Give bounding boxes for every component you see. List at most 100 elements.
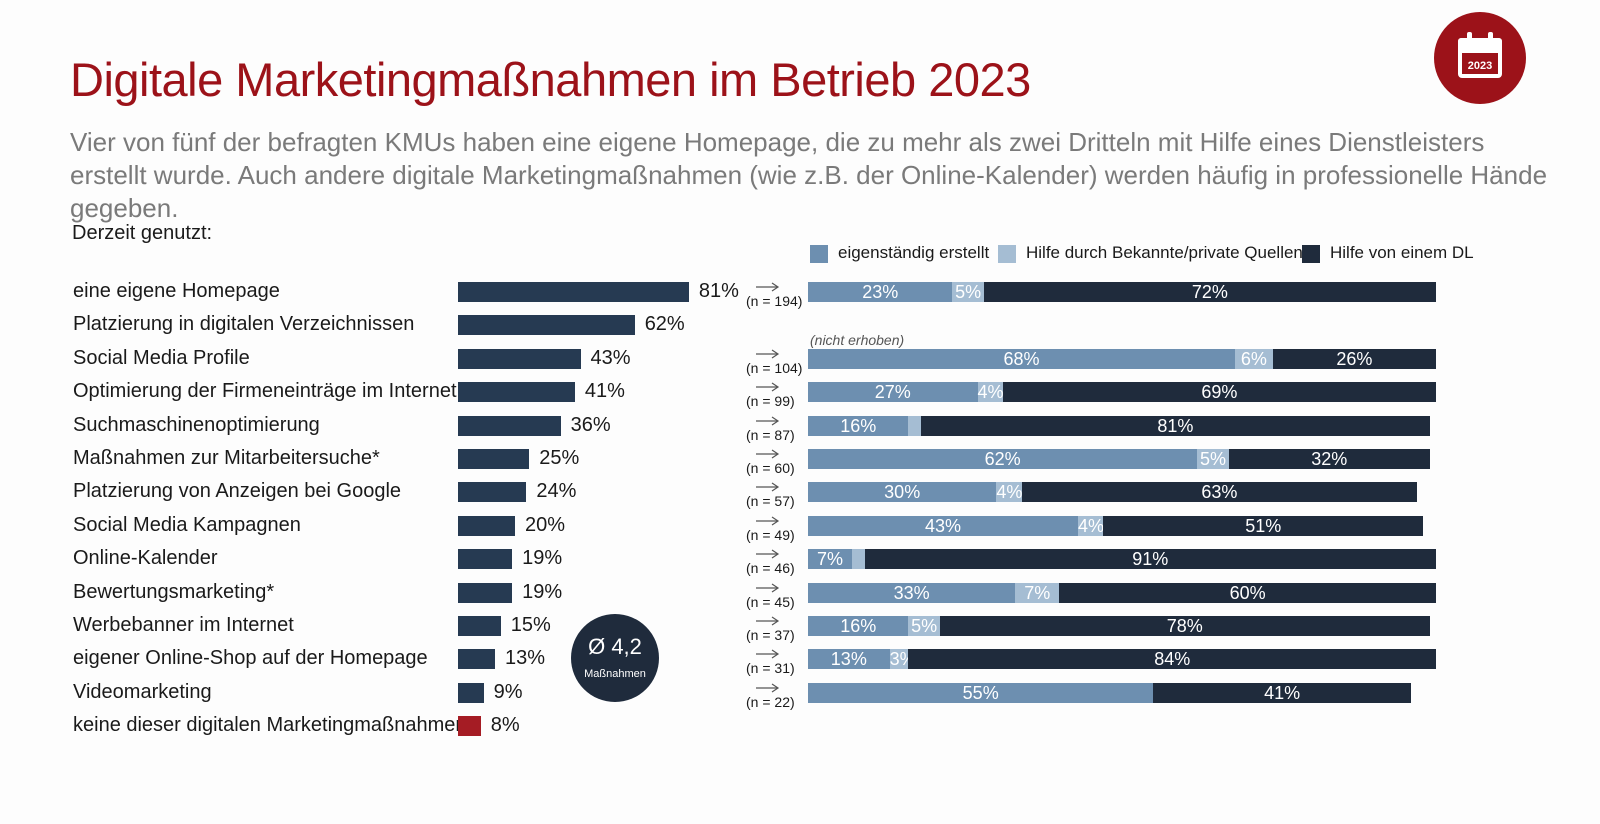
segment-private: [1078, 515, 1104, 536]
sample-size-label: (n = 87): [746, 426, 795, 443]
segment-provider: [1021, 482, 1418, 503]
segment-self: [808, 515, 1079, 536]
category-label: eine eigene Homepage: [73, 280, 280, 302]
segment-self-label: 13%: [830, 649, 867, 670]
segment-provider-label: 91%: [1132, 549, 1169, 570]
segment-self-label: 55%: [962, 682, 999, 703]
sample-size-label: (n = 45): [746, 593, 795, 610]
sample-size-label: (n = 22): [746, 693, 795, 710]
usage-bar: [458, 382, 575, 403]
segment-provider: [908, 649, 1436, 670]
segment-private: [908, 616, 940, 636]
segment-provider: [939, 616, 1430, 636]
segment-provider: [864, 549, 1436, 570]
segment-self: [808, 682, 1154, 703]
usage-value-label: 9%: [493, 680, 523, 703]
usage-bar: [458, 482, 527, 503]
legend-label-self: eigenständig erstellt: [838, 243, 990, 262]
usage-bar: [458, 315, 635, 336]
category-label: Platzierung in digitalen Verzeichnissen: [73, 313, 415, 336]
usage-value-label: 8%: [490, 714, 520, 737]
usage-value-label: 81%: [698, 280, 739, 302]
segment-provider: [983, 282, 1436, 302]
segment-self: [808, 549, 852, 570]
segment-private-label: 4%: [977, 382, 1004, 403]
segment-self: [808, 348, 1236, 369]
sample-size-label: (n = 46): [746, 560, 795, 577]
category-label: Online-Kalender: [73, 547, 218, 570]
segment-provider-label: 26%: [1336, 348, 1373, 369]
category-label: Maßnahmen zur Mitarbeitersuche*: [73, 447, 380, 469]
segment-private: [1197, 449, 1229, 469]
segment-self: [808, 649, 890, 670]
usage-value-label: 15%: [510, 614, 551, 636]
segment-private-label: 5%: [911, 616, 938, 636]
segment-private: [1235, 348, 1273, 369]
usage-bar: [458, 716, 481, 737]
legend-swatch-private: [998, 245, 1016, 263]
arrow-right-icon: [756, 583, 780, 593]
usage-bar: [458, 415, 561, 436]
arrow-right-icon: [756, 649, 780, 659]
segment-provider: [1228, 449, 1430, 469]
average-badge: Ø 4,2 Maßnahmen: [571, 614, 659, 702]
segment-provider-label: 41%: [1264, 682, 1301, 703]
category-label: Platzierung von Anzeigen bei Google: [73, 480, 402, 503]
arrow-right-icon: [756, 416, 780, 426]
usage-bar: [458, 348, 581, 369]
usage-bar: [458, 582, 513, 603]
usage-value-label: 19%: [522, 547, 563, 570]
segment-self-label: 62%: [984, 449, 1021, 469]
category-label: Bewertungsmarketing*: [73, 580, 275, 603]
category-label: eigener Online-Shop auf der Homepage: [73, 647, 428, 670]
usage-value-label: 41%: [584, 380, 625, 403]
sample-size-label: (n = 57): [746, 493, 795, 510]
segment-self-label: 30%: [884, 482, 921, 503]
sample-size-label: (n = 104): [746, 359, 803, 376]
page-title: Digitale Marketingmaßnahmen im Betrieb 2…: [70, 53, 1031, 106]
segment-provider-label: 63%: [1201, 482, 1238, 503]
sample-size-label: (n = 37): [746, 627, 795, 643]
sample-size-label: (n = 194): [746, 293, 803, 309]
segment-provider-label: 81%: [1157, 415, 1194, 436]
usage-value-label: 24%: [536, 480, 577, 503]
arrow-right-icon: [756, 482, 780, 492]
segment-private: [889, 649, 909, 670]
segment-private: [977, 382, 1003, 403]
page-subtitle: Vier von fünf der befragten KMUs haben e…: [70, 127, 1548, 223]
segment-provider-label: 72%: [1191, 282, 1228, 302]
legend-swatch-self: [810, 245, 828, 263]
segment-provider: [1153, 682, 1411, 703]
segment-provider-label: 51%: [1245, 515, 1282, 536]
segment-private: [996, 482, 1022, 503]
segment-provider: [1059, 582, 1436, 603]
segment-provider-label: 32%: [1311, 449, 1348, 469]
segment-private-label: 5%: [955, 282, 982, 302]
segment-private-label: 3%: [889, 649, 916, 670]
segment-self: [808, 282, 953, 302]
arrow-right-icon: [756, 516, 780, 526]
arrow-right-icon: [756, 282, 780, 292]
segment-self-label: 33%: [893, 582, 930, 603]
segment-private-label: 4%: [996, 482, 1023, 503]
segment-private: [952, 282, 984, 302]
segment-self: [808, 482, 997, 503]
usage-bar: [458, 449, 530, 469]
segment-self-label: 7%: [816, 549, 843, 570]
usage-bar: [458, 649, 496, 670]
segment-self-label: 16%: [840, 415, 877, 436]
legend-swatch-provider: [1302, 245, 1320, 263]
category-label: keine dieser digitalen Marketingmaßnahme…: [73, 714, 467, 737]
category-label: Suchmaschinenoptimierung: [73, 413, 320, 436]
arrow-right-icon: [756, 683, 780, 693]
usage-value-label: 25%: [539, 447, 580, 469]
segment-private: [908, 415, 922, 436]
segment-provider: [1272, 348, 1436, 369]
average-label: Maßnahmen: [584, 668, 646, 680]
segment-self-label: 68%: [1003, 348, 1040, 369]
segment-self: [808, 616, 909, 636]
category-label: Social Media Profile: [73, 346, 250, 369]
segment-private-label: 7%: [1024, 582, 1051, 603]
segment-self-label: 23%: [862, 282, 899, 302]
sample-size-label: (n = 60): [746, 460, 795, 476]
